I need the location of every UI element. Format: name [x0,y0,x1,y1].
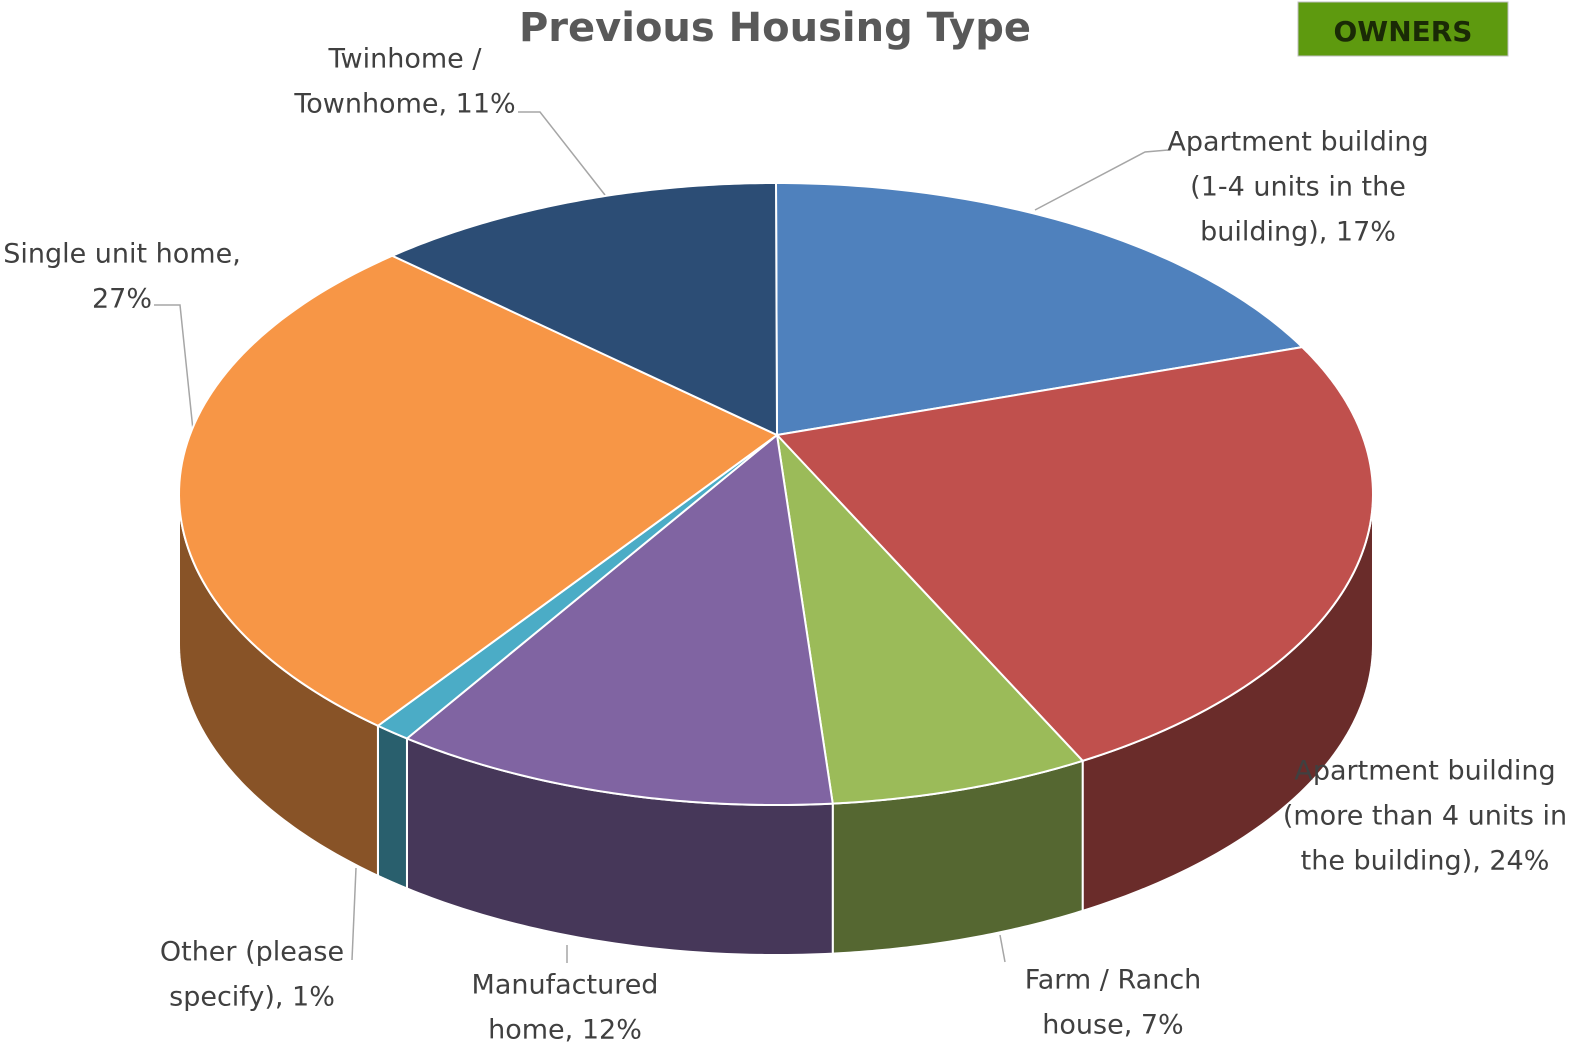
data-label: 27% [92,284,152,315]
pie-slice [178,254,779,727]
data-label: Apartment building [1294,756,1555,787]
data-label: home, 12% [488,1015,642,1046]
leader-line [154,304,194,431]
pie-tops [178,181,1374,807]
data-label: specify), 1% [169,982,335,1013]
data-label: Twinhome / [328,44,483,75]
data-label: Apartment building [1167,127,1428,158]
pie-slice [775,431,1085,805]
badge-text: OWNERS [1334,15,1473,48]
data-label: Single unit home, [3,239,241,270]
data-label: house, 7% [1042,1010,1183,1041]
leader-line [351,867,357,961]
pie-slice [405,433,834,807]
data-label: building), 17% [1200,217,1396,248]
chart-title: Previous Housing Type [519,5,1031,51]
data-label: (1-4 units in the [1190,172,1406,203]
data-label: Other (please [160,937,344,968]
pie-slice [389,181,779,437]
leader-line [999,934,1006,963]
data-label: Townhome, 11% [293,89,515,120]
pie-slice [375,434,778,740]
data-label: Farm / Ranch [1025,965,1202,996]
pie-slice [774,181,1305,437]
leader-line [1034,149,1169,211]
leader-line [518,111,606,196]
pie-slice [774,346,1374,762]
data-label: the building), 24% [1301,846,1550,877]
leader-lines [154,111,1169,963]
data-label: (more than 4 units in [1283,801,1567,832]
badge-box [1297,1,1509,57]
data-label: Manufactured [472,970,659,1001]
pie-side [376,724,408,890]
